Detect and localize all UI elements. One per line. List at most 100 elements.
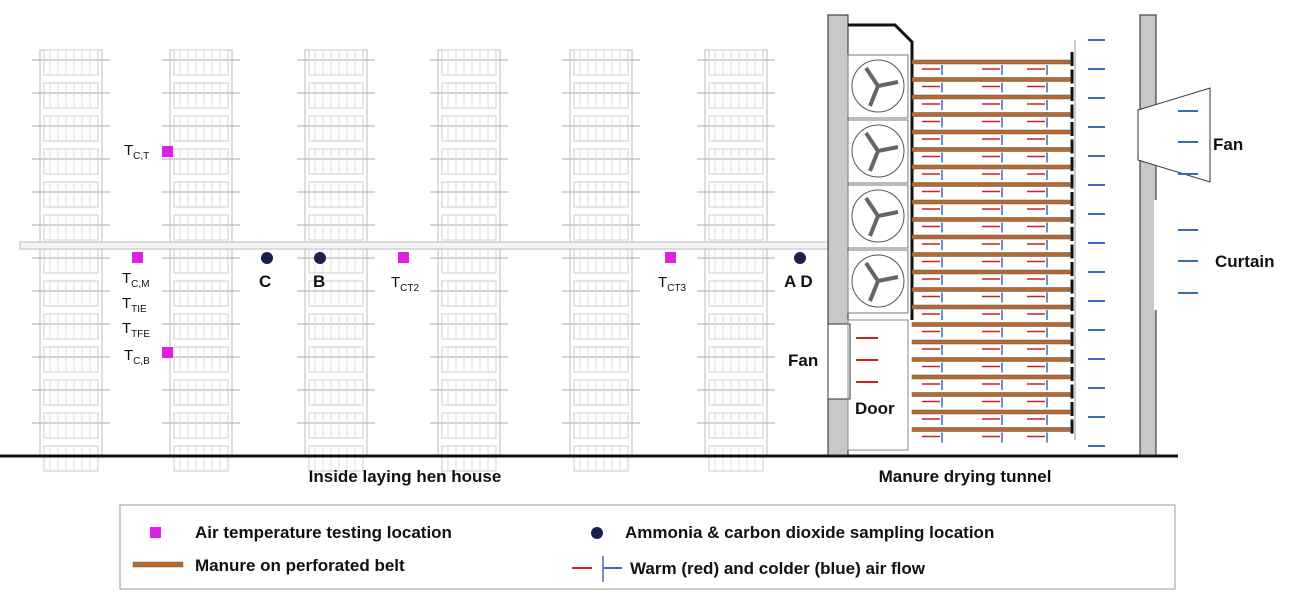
- cage: [441, 82, 497, 109]
- manure-belt: [911, 322, 1071, 327]
- cage: [173, 181, 229, 208]
- manure-belt: [911, 409, 1071, 415]
- label: TC,M: [122, 270, 150, 290]
- cage: [173, 280, 229, 307]
- cage: [43, 82, 99, 109]
- gas-marker: [261, 252, 273, 264]
- cage: [708, 346, 764, 373]
- cage: [708, 49, 764, 76]
- decoration: [0, 14, 1211, 472]
- cage: [573, 346, 629, 373]
- cage: [43, 313, 99, 340]
- cage: [708, 214, 764, 241]
- fan-blades: [864, 131, 899, 172]
- cage: [173, 412, 229, 439]
- cage: [308, 412, 364, 439]
- cage: [173, 445, 229, 472]
- cage: [441, 379, 497, 406]
- cage-column: [304, 49, 368, 456]
- manure-belt: [911, 392, 1071, 397]
- manure-belt: [911, 304, 1071, 310]
- cage: [573, 115, 629, 142]
- walkway: [19, 241, 829, 250]
- fan-blades: [864, 196, 899, 237]
- cage: [173, 214, 229, 241]
- tunnel-label: Fan: [1213, 135, 1243, 154]
- cage: [708, 445, 764, 472]
- cage: [441, 181, 497, 208]
- cage: [43, 379, 99, 406]
- manure-belt: [911, 339, 1071, 345]
- manure-belt: [911, 182, 1071, 187]
- fan: [851, 59, 905, 113]
- gas-marker: [314, 252, 326, 264]
- cage-column: [437, 49, 501, 456]
- roof: [848, 23, 914, 320]
- cage: [173, 313, 229, 340]
- label: TCT3: [658, 274, 687, 294]
- gas-marker: [794, 252, 806, 264]
- manure-belt: [911, 59, 1071, 65]
- cage: [708, 280, 764, 307]
- temp-marker: [162, 347, 173, 358]
- cage-column: [704, 49, 768, 456]
- manure-belt: [911, 252, 1071, 257]
- cage: [573, 280, 629, 307]
- cage: [308, 214, 364, 241]
- cage: [441, 346, 497, 373]
- cage: [308, 181, 364, 208]
- cage: [441, 49, 497, 76]
- manure-belt: [911, 164, 1071, 170]
- cage: [441, 115, 497, 142]
- legend-text: Manure on perforated belt: [195, 556, 405, 575]
- cage-column: [169, 49, 233, 456]
- label: TTFE: [122, 320, 150, 340]
- cage: [43, 181, 99, 208]
- point-label: B: [313, 272, 325, 291]
- manure-belt: [911, 287, 1071, 292]
- cage: [43, 49, 99, 76]
- temp-marker: [665, 252, 676, 263]
- label: TC,B: [124, 347, 150, 367]
- cage: [43, 445, 99, 472]
- manure-belt: [911, 217, 1071, 222]
- manure-belt: [911, 112, 1071, 117]
- cage: [573, 412, 629, 439]
- fan-blades: [864, 66, 899, 107]
- cage: [573, 445, 629, 472]
- temp-marker: [398, 252, 409, 263]
- cage: [441, 280, 497, 307]
- cage: [308, 445, 364, 472]
- cage: [708, 313, 764, 340]
- manure-belt: [911, 374, 1071, 380]
- cage: [173, 148, 229, 175]
- cage: [43, 148, 99, 175]
- manure-belt: [911, 129, 1071, 135]
- cage: [43, 412, 99, 439]
- cage: [708, 379, 764, 406]
- legend-swatch: [150, 527, 161, 538]
- manure-belt: [911, 77, 1071, 82]
- cage: [43, 115, 99, 142]
- cage: [708, 181, 764, 208]
- cage: [173, 379, 229, 406]
- fan: [851, 124, 905, 178]
- cage: [308, 115, 364, 142]
- cage: [708, 148, 764, 175]
- legend-box: [119, 504, 1176, 590]
- cage: [441, 214, 497, 241]
- cage: [173, 49, 229, 76]
- fan: [851, 189, 905, 243]
- cage: [708, 82, 764, 109]
- cage: [573, 313, 629, 340]
- cage: [173, 115, 229, 142]
- label: TTIE: [122, 295, 147, 315]
- legend-text: Warm (red) and colder (blue) air flow: [630, 559, 926, 578]
- legend-swatch: [572, 556, 622, 582]
- wall: [1139, 14, 1157, 456]
- cage: [441, 412, 497, 439]
- cage: [43, 346, 99, 373]
- legend-swatch: [591, 527, 603, 539]
- cage: [573, 49, 629, 76]
